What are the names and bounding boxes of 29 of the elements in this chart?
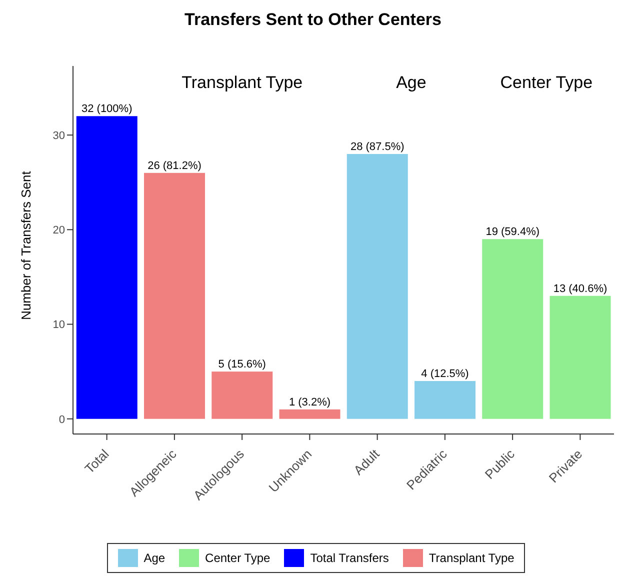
legend-label: Total Transfers [309,550,389,567]
bar [482,239,544,419]
legend-label: Transplant Type [428,550,514,567]
data-label: 26 (81.2%) [148,160,202,172]
legend-label: Center Type [204,550,270,567]
data-label: 19 (59.4%) [486,226,540,238]
data-label: 32 (100%) [82,103,132,116]
bar [346,154,408,419]
bar [279,409,340,419]
data-label: 4 (12.5%) [421,368,469,380]
y-tick-label: 0 [58,414,65,426]
data-label: 13 (40.6%) [553,282,608,295]
bar [550,296,611,419]
chart-title: Transfers Sent to Other Centers [184,9,442,31]
y-tick-label: 10 [52,319,65,332]
bar [414,381,476,419]
data-label: 1 (3.2%) [288,396,331,408]
bar [76,116,138,419]
y-axis-title: Number of Transfers Sent [18,170,34,320]
bar [144,172,206,419]
y-tick-label: 30 [52,130,65,142]
annotation: Transplant Type [182,73,303,92]
y-tick-label: 20 [52,224,65,237]
data-label: 28 (87.5%) [350,140,404,153]
data-label: 5 (15.6%) [218,358,266,371]
legend-label: Age [142,550,166,567]
bar [212,372,273,419]
annotation: Age [396,73,426,92]
annotation: Center Type [500,73,593,92]
